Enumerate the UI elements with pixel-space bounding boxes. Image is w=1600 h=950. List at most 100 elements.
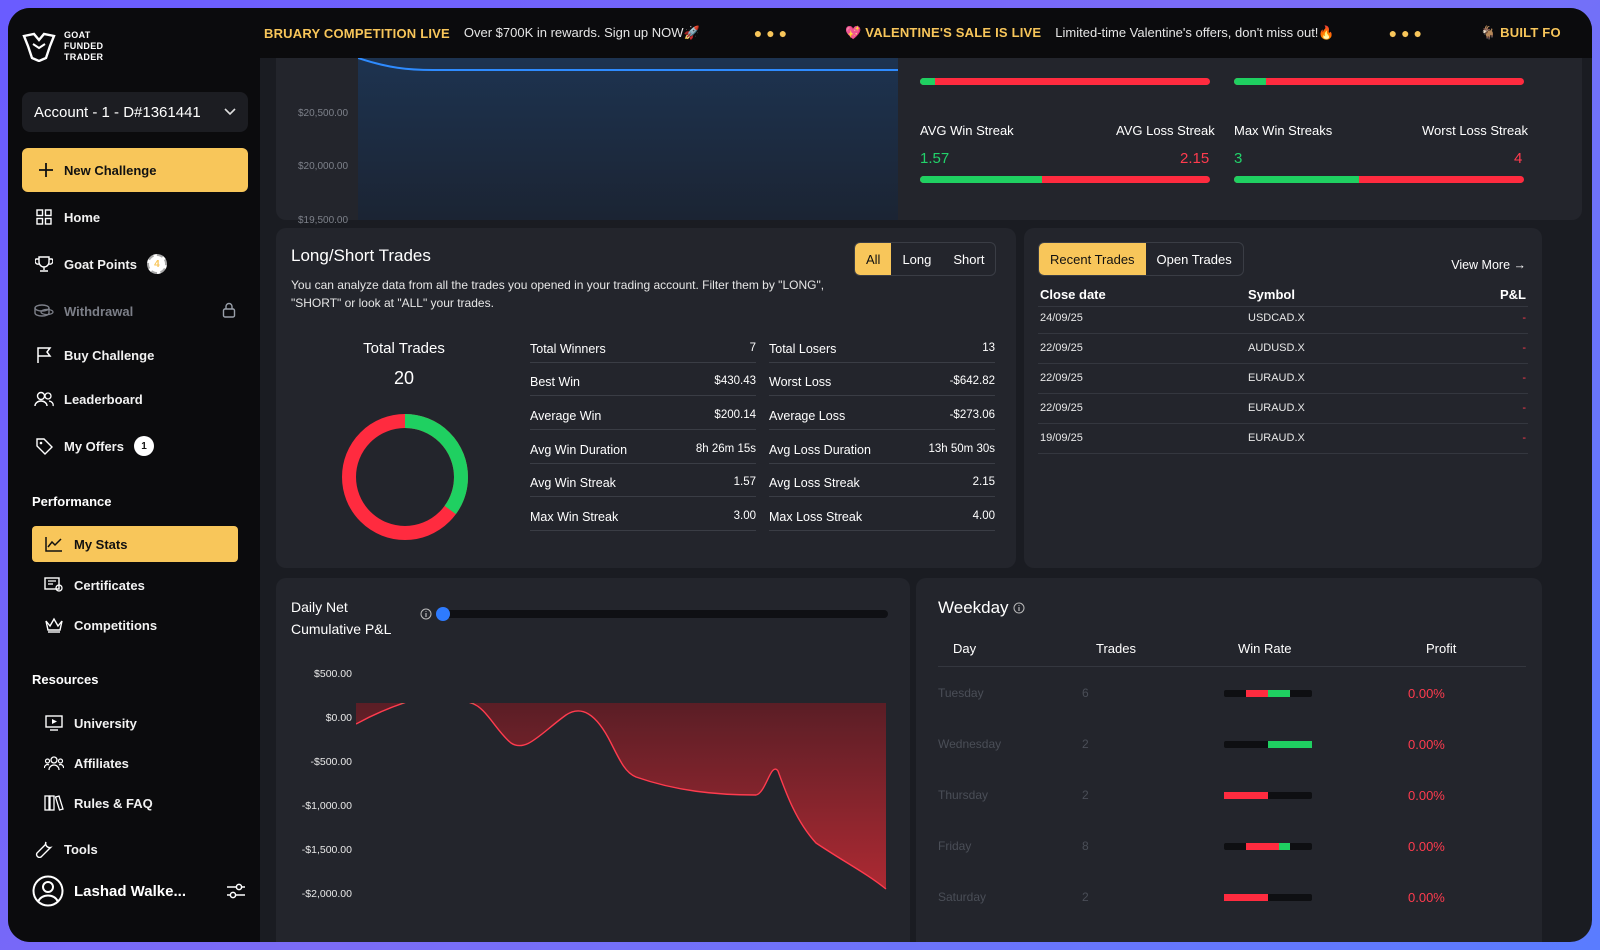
slider-handle[interactable] xyxy=(436,607,450,621)
tab-open-trades[interactable]: Open Trades xyxy=(1156,251,1232,267)
brand-logo[interactable]: GOAT FUNDED TRADER xyxy=(22,30,103,63)
user-profile[interactable]: Lashad Walke... xyxy=(32,874,246,908)
win-rate-bar-loss xyxy=(1224,894,1268,901)
sidebar-item-buy-challenge[interactable]: Buy Challenge xyxy=(22,338,248,372)
sidebar-item-goat-points[interactable]: Goat Points 4 xyxy=(22,247,248,281)
new-challenge-button[interactable]: New Challenge xyxy=(22,148,248,192)
ticker-separator: ●●● xyxy=(1388,25,1426,41)
coins-icon xyxy=(34,301,54,321)
y-axis-label: -$1,000.00 xyxy=(301,800,352,812)
sidebar-item-my-offers[interactable]: My Offers 1 xyxy=(22,429,248,463)
header-divider xyxy=(1038,306,1528,307)
filter-short-button[interactable]: Short xyxy=(953,251,985,267)
row-divider xyxy=(1038,333,1528,334)
sidebar-item-rules-faq[interactable]: Rules & FAQ xyxy=(32,786,238,820)
sidebar-item-competitions[interactable]: Competitions xyxy=(32,608,238,642)
weekday-trades: 6 xyxy=(1082,686,1089,700)
avg-loss-streak-value: 2.15 xyxy=(1180,150,1210,167)
chevron-down-icon xyxy=(224,108,236,116)
y-axis-label: $20,000.00 xyxy=(298,161,349,172)
sidebar-item-withdrawal[interactable]: Withdrawal xyxy=(22,294,248,328)
column-symbol: Symbol xyxy=(1248,287,1295,302)
total-trades-value: 20 xyxy=(393,368,415,388)
sidebar-item-label: Goat Points xyxy=(64,256,137,272)
column-close-date: Close date xyxy=(1040,287,1106,302)
column-profit: Profit xyxy=(1426,641,1457,656)
donut-win-arc xyxy=(342,414,468,540)
filter-long-button[interactable]: Long xyxy=(902,251,932,267)
plus-icon xyxy=(39,163,53,177)
avg-loss-streak-label: AVG Loss Streak xyxy=(1116,123,1215,138)
account-selector[interactable]: Account - 1 - D#1361441 xyxy=(22,92,248,132)
trade-symbol: EURAUD.X xyxy=(1248,402,1305,414)
sidebar-item-leaderboard[interactable]: Leaderboard xyxy=(22,382,248,416)
avatar-icon xyxy=(32,875,64,907)
date-range-slider[interactable] xyxy=(436,607,888,621)
trade-symbol: USDCAD.X xyxy=(1248,312,1305,324)
cumulative-pnl-chart[interactable] xyxy=(356,703,888,913)
ticker-headline: BRUARY COMPETITION LIVE xyxy=(264,25,450,41)
sidebar-item-label: Home xyxy=(64,209,101,225)
sidebar-item-university[interactable]: University xyxy=(32,706,238,740)
sidebar-item-home[interactable]: Home xyxy=(22,200,248,234)
sidebar-item-label: Withdrawal xyxy=(64,303,134,319)
stat-value: 13h 50m 30s xyxy=(928,443,996,455)
sidebar-item-my-stats[interactable]: My Stats xyxy=(32,526,238,562)
ticker-separator: ●●● xyxy=(753,25,792,41)
sliders-icon[interactable] xyxy=(226,882,246,900)
stat-value: 4.00 xyxy=(972,510,995,522)
weekday-day: Saturday xyxy=(938,890,987,904)
stat-value: 8h 26m 15s xyxy=(695,443,756,455)
announcement-ticker[interactable]: BRUARY COMPETITION LIVE Over $700K in re… xyxy=(260,8,1592,58)
stat-value: 1.57 xyxy=(733,476,756,488)
stat-row: Total Losers 13 xyxy=(769,342,995,363)
y-axis-label: -$1,500.00 xyxy=(301,844,352,856)
sidebar-item-label: Tools xyxy=(64,841,98,857)
row-divider xyxy=(1038,393,1528,394)
chart-line-icon xyxy=(44,534,64,554)
stat-row: Avg Win Duration 8h 26m 15s xyxy=(530,443,756,464)
stat-row: Avg Win Streak 1.57 xyxy=(530,476,756,497)
column-day: Day xyxy=(953,641,977,656)
trade-symbol: EURAUD.X xyxy=(1248,372,1305,384)
info-icon[interactable] xyxy=(420,608,432,620)
weekday-title: Weekday xyxy=(938,598,1009,617)
stat-value: $200.14 xyxy=(714,409,756,421)
stat-label: Average Loss xyxy=(769,409,846,423)
ticker-text: Over $700K in rewards. Sign up NOW🚀 xyxy=(463,25,700,40)
users-icon xyxy=(34,389,54,409)
daily-pnl-title-line: Cumulative P&L xyxy=(291,621,392,637)
balance-chart[interactable] xyxy=(358,58,898,220)
win-rate-bar xyxy=(1224,894,1312,901)
books-icon xyxy=(44,793,64,813)
trade-close-date: 22/09/25 xyxy=(1040,372,1083,384)
stat-label: Max Loss Streak xyxy=(769,510,863,524)
weekday-profit: 0.00% xyxy=(1408,839,1445,854)
tab-recent-trades[interactable]: Recent Trades xyxy=(1039,243,1146,275)
info-icon[interactable] xyxy=(1013,602,1025,614)
weekday-day: Friday xyxy=(938,839,972,853)
avg-win-streak-label: AVG Win Streak xyxy=(920,123,1014,138)
video-icon xyxy=(44,713,64,733)
win-rate-bar-loss xyxy=(1224,792,1268,799)
stat-label: Total Winners xyxy=(530,342,606,356)
sidebar-item-certificates[interactable]: Certificates xyxy=(32,568,238,602)
filter-all-button[interactable]: All xyxy=(855,243,892,275)
new-challenge-label: New Challenge xyxy=(64,162,157,178)
lock-icon xyxy=(222,302,236,321)
long-short-title: Long/Short Trades xyxy=(291,246,431,265)
balance-card: $20,500.00 $20,000.00 $19,500.00 AVG Win… xyxy=(276,58,1582,226)
goat-logo-icon xyxy=(22,32,56,62)
sidebar-item-affiliates[interactable]: Affiliates xyxy=(32,746,238,780)
win-loss-donut[interactable] xyxy=(340,412,470,542)
weekday-day: Wednesday xyxy=(938,737,1002,751)
weekday-profit: 0.00% xyxy=(1408,788,1445,803)
sidebar-item-tools[interactable]: Tools xyxy=(22,832,248,866)
stat-value: 7 xyxy=(749,342,756,354)
win-rate-bar xyxy=(1224,690,1312,697)
stat-row: Best Win $430.43 xyxy=(530,375,756,396)
stat-row: Worst Loss -$642.82 xyxy=(769,375,995,396)
stat-label: Best Win xyxy=(530,375,581,389)
view-more-link[interactable]: View More → xyxy=(1451,258,1526,272)
win-rate-bar-win xyxy=(1279,843,1290,850)
